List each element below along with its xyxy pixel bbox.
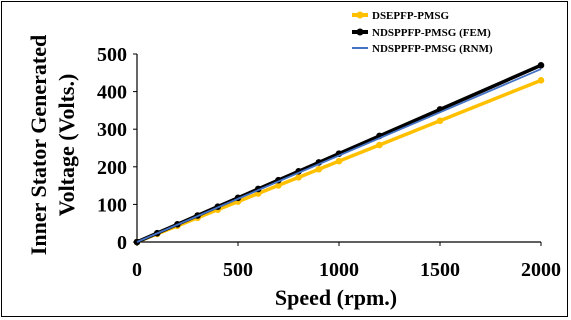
data-point bbox=[275, 182, 282, 189]
x-tick-label: 1500 bbox=[420, 259, 460, 281]
y-tick-label: 500 bbox=[97, 44, 127, 66]
y-tick-label: 200 bbox=[97, 157, 127, 179]
legend-marker-dsepfp bbox=[356, 11, 364, 19]
y-axis-title-line-1: Inner Stator Generated bbox=[26, 35, 51, 255]
series-0 bbox=[133, 77, 545, 246]
legend-label-dsepfp: DSEPFP-PMSG bbox=[372, 10, 449, 22]
y-tick-label: 100 bbox=[97, 194, 127, 216]
data-point bbox=[335, 157, 343, 165]
y-tick-label: 0 bbox=[117, 232, 127, 254]
y-tick-label: 300 bbox=[97, 119, 127, 141]
series-2 bbox=[136, 68, 542, 243]
legend: DSEPFP-PMSG NDSPPFP-PMSG (FEM) NDSPPFP-P… bbox=[352, 10, 493, 55]
series-line bbox=[136, 68, 542, 243]
data-point bbox=[537, 77, 545, 84]
data-point bbox=[436, 117, 444, 125]
y-tick-label: 400 bbox=[97, 82, 127, 104]
y-axis-title-line-2: Voltage (Volts.) bbox=[54, 74, 79, 217]
axes: 0 100 200 300 400 500 0 500 1000 1500 2000 bbox=[97, 44, 561, 281]
x-tick-label: 1000 bbox=[319, 259, 359, 281]
x-axis-title: Speed (rpm.) bbox=[275, 285, 397, 310]
data-point bbox=[315, 165, 323, 173]
data-point bbox=[376, 141, 383, 149]
x-tick-label: 500 bbox=[223, 259, 253, 281]
data-point bbox=[537, 61, 545, 69]
legend-label-ndsppfp-fem: NDSPPFP-PMSG (FEM) bbox=[372, 27, 491, 39]
x-tick-label: 2000 bbox=[521, 259, 561, 281]
data-point bbox=[295, 174, 302, 181]
legend-label-ndsppfp-rnm: NDSPPFP-PMSG (RNM) bbox=[372, 43, 493, 55]
series-layer bbox=[133, 61, 545, 246]
legend-marker-ndsppfp-fem bbox=[356, 28, 364, 36]
data-point bbox=[254, 190, 262, 197]
x-tick-label: 0 bbox=[132, 259, 142, 281]
